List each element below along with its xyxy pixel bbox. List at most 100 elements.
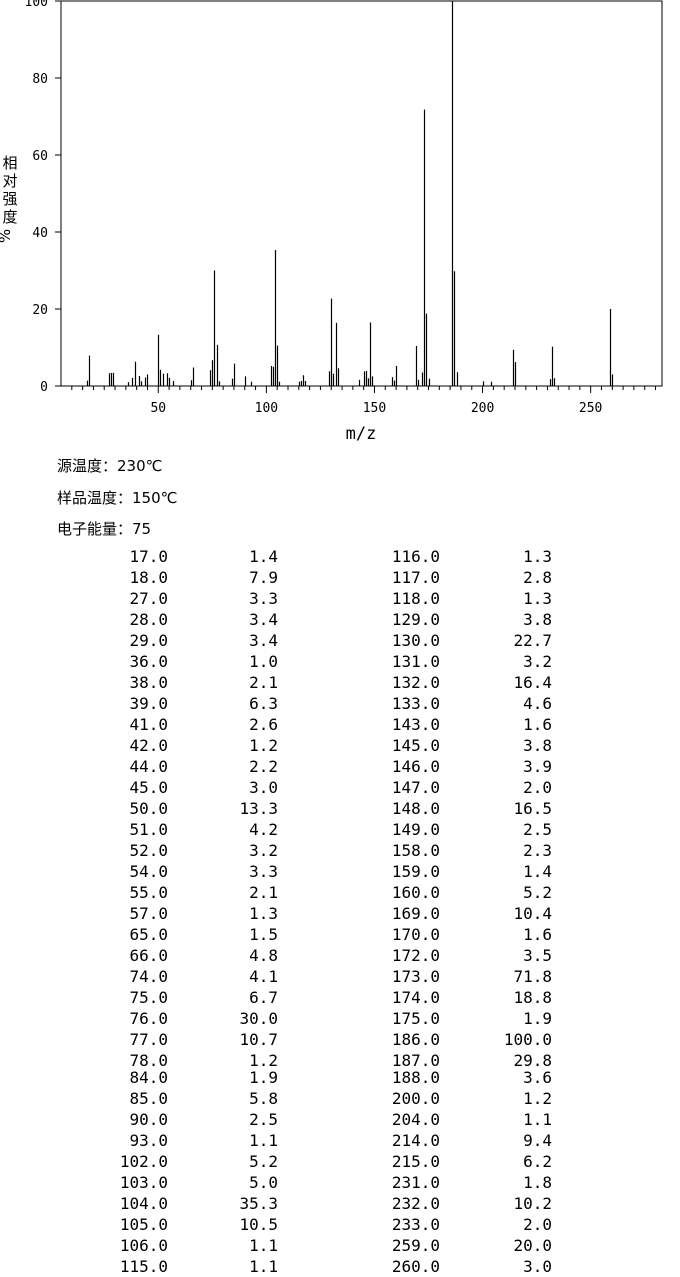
peak-row: 76.0 30.0 175.0 1.9 bbox=[0, 1008, 680, 1029]
peak-row: 18.0 7.9 117.0 2.8 bbox=[0, 567, 680, 588]
intensity-left: 6.7 bbox=[249, 988, 278, 1007]
mz-right: 129.0 bbox=[391, 610, 440, 629]
y-tick-label: 60 bbox=[32, 149, 48, 164]
mz-left: 28.0 bbox=[129, 610, 168, 629]
intensity-right: 2.0 bbox=[523, 1215, 552, 1234]
intensity-right: 4.6 bbox=[523, 694, 552, 713]
mz-left: 17.0 bbox=[129, 547, 168, 566]
intensity-right: 100.0 bbox=[503, 1030, 552, 1049]
peak-row: 27.0 3.3 118.0 1.3 bbox=[0, 588, 680, 609]
mz-right: 188.0 bbox=[391, 1068, 440, 1087]
peak-row: 75.0 6.7 174.0 18.8 bbox=[0, 987, 680, 1008]
mz-left: 36.0 bbox=[129, 652, 168, 671]
mz-right: 145.0 bbox=[391, 736, 440, 755]
mz-left: 44.0 bbox=[129, 757, 168, 776]
intensity-right: 3.9 bbox=[523, 757, 552, 776]
y-axis: 0 20 40 60 80 100 bbox=[25, 0, 61, 395]
intensity-left: 2.6 bbox=[249, 715, 278, 734]
intensity-left: 4.8 bbox=[249, 946, 278, 965]
peak-row: 102.0 5.2 215.0 6.2 bbox=[0, 1151, 680, 1172]
mz-right: 143.0 bbox=[391, 715, 440, 734]
mz-left: 51.0 bbox=[129, 820, 168, 839]
intensity-right: 18.8 bbox=[513, 988, 552, 1007]
peak-row: 90.0 2.5 204.0 1.1 bbox=[0, 1109, 680, 1130]
intensity-left: 1.9 bbox=[249, 1068, 278, 1087]
mz-left: 77.0 bbox=[129, 1030, 168, 1049]
peak-row: 104.0 35.3 232.0 10.2 bbox=[0, 1193, 680, 1214]
mz-right: 169.0 bbox=[391, 904, 440, 923]
y-tick-label: 40 bbox=[32, 226, 48, 241]
intensity-left: 30.0 bbox=[239, 1009, 278, 1028]
mz-right: 160.0 bbox=[391, 883, 440, 902]
mz-right: 172.0 bbox=[391, 946, 440, 965]
peak-row: 42.0 1.2 145.0 3.8 bbox=[0, 735, 680, 756]
intensity-left: 10.7 bbox=[239, 1030, 278, 1049]
sample-temperature: 样品温度：150℃ bbox=[57, 489, 178, 507]
peak-row: 105.0 10.5 233.0 2.0 bbox=[0, 1214, 680, 1235]
mz-right: 146.0 bbox=[391, 757, 440, 776]
intensity-left: 5.2 bbox=[249, 1152, 278, 1171]
intensity-left: 2.5 bbox=[249, 1110, 278, 1129]
spectrum-peaks bbox=[86, 1, 614, 386]
peak-row: 77.0 10.7 186.0 100.0 bbox=[0, 1029, 680, 1050]
intensity-right: 2.3 bbox=[523, 841, 552, 860]
intensity-right: 16.5 bbox=[513, 799, 552, 818]
intensity-right: 3.2 bbox=[523, 652, 552, 671]
y-axis-label: 相 对 强 度 % bbox=[0, 154, 18, 243]
mz-left: 29.0 bbox=[129, 631, 168, 650]
mz-right: 170.0 bbox=[391, 925, 440, 944]
mz-right: 174.0 bbox=[391, 988, 440, 1007]
peak-row: 65.0 1.5 170.0 1.6 bbox=[0, 924, 680, 945]
intensity-left: 35.3 bbox=[239, 1194, 278, 1213]
intensity-right: 6.2 bbox=[523, 1152, 552, 1171]
mz-left: 55.0 bbox=[129, 883, 168, 902]
x-tick-label: 50 bbox=[150, 401, 166, 416]
mz-left: 102.0 bbox=[119, 1152, 168, 1171]
peak-row: 36.0 1.0 131.0 3.2 bbox=[0, 651, 680, 672]
intensity-right: 2.8 bbox=[523, 568, 552, 587]
y-label-char: 强 bbox=[2, 190, 17, 208]
mz-right: 215.0 bbox=[391, 1152, 440, 1171]
intensity-left: 2.1 bbox=[249, 673, 278, 692]
intensity-left: 1.1 bbox=[249, 1131, 278, 1150]
mz-left: 57.0 bbox=[129, 904, 168, 923]
mz-right: 186.0 bbox=[391, 1030, 440, 1049]
peak-row: 74.0 4.1 173.0 71.8 bbox=[0, 966, 680, 987]
y-label-char: 相 bbox=[2, 154, 17, 172]
mz-right: 204.0 bbox=[391, 1110, 440, 1129]
intensity-left: 7.9 bbox=[249, 568, 278, 587]
mz-left: 65.0 bbox=[129, 925, 168, 944]
mz-left: 78.0 bbox=[129, 1051, 168, 1070]
intensity-right: 71.8 bbox=[513, 967, 552, 986]
peak-row: 28.0 3.4 129.0 3.8 bbox=[0, 609, 680, 630]
peak-row: 50.0 13.3 148.0 16.5 bbox=[0, 798, 680, 819]
intensity-right: 2.5 bbox=[523, 820, 552, 839]
mz-right: 214.0 bbox=[391, 1131, 440, 1150]
mz-left: 105.0 bbox=[119, 1215, 168, 1234]
mz-left: 50.0 bbox=[129, 799, 168, 818]
x-axis-label: m/z bbox=[346, 424, 377, 444]
mz-right: 158.0 bbox=[391, 841, 440, 860]
intensity-right: 2.0 bbox=[523, 778, 552, 797]
intensity-right: 3.8 bbox=[523, 736, 552, 755]
peak-row: 45.0 3.0 147.0 2.0 bbox=[0, 777, 680, 798]
intensity-right: 20.0 bbox=[513, 1236, 552, 1255]
intensity-left: 3.4 bbox=[249, 631, 278, 650]
intensity-right: 22.7 bbox=[513, 631, 552, 650]
y-tick-label: 0 bbox=[40, 380, 48, 395]
peak-row: 17.0 1.4 116.0 1.3 bbox=[0, 546, 680, 567]
peak-row: 84.0 1.9 188.0 3.6 bbox=[0, 1067, 680, 1088]
mz-left: 18.0 bbox=[129, 568, 168, 587]
intensity-right: 1.8 bbox=[523, 1173, 552, 1192]
mz-right: 131.0 bbox=[391, 652, 440, 671]
mz-right: 260.0 bbox=[391, 1257, 440, 1276]
mz-right: 130.0 bbox=[391, 631, 440, 650]
mz-left: 66.0 bbox=[129, 946, 168, 965]
intensity-left: 1.2 bbox=[249, 1051, 278, 1070]
intensity-right: 29.8 bbox=[513, 1051, 552, 1070]
mz-right: 148.0 bbox=[391, 799, 440, 818]
intensity-left: 2.1 bbox=[249, 883, 278, 902]
intensity-right: 10.4 bbox=[513, 904, 552, 923]
intensity-left: 1.3 bbox=[249, 904, 278, 923]
mz-left: 106.0 bbox=[119, 1236, 168, 1255]
